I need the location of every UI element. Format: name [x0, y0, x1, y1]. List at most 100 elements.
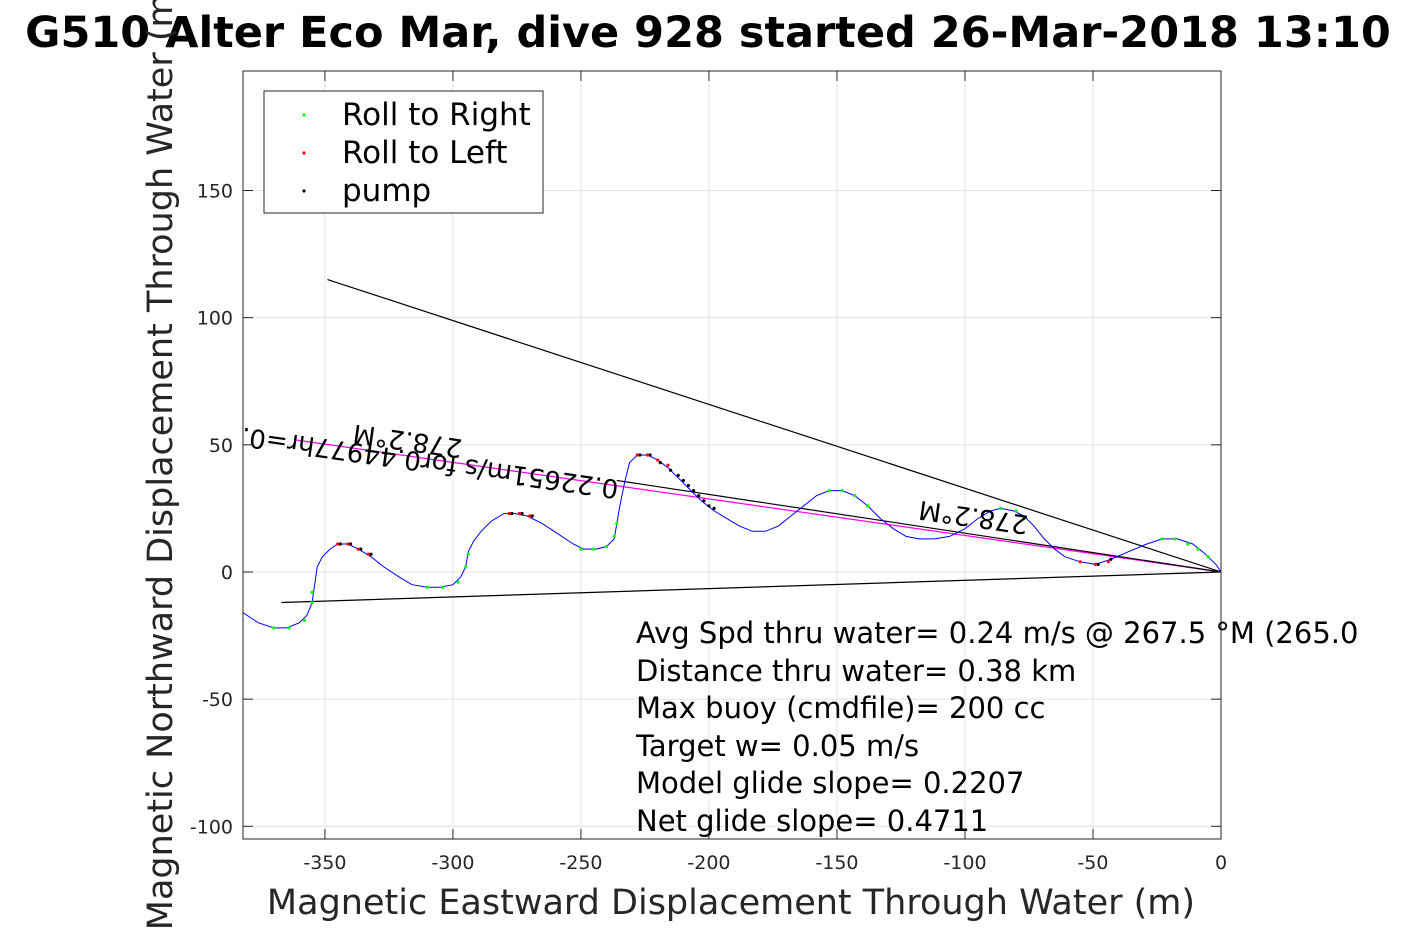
x-tick-label-1: -300 — [431, 852, 474, 874]
line-envelope-upper — [327, 278, 1221, 573]
y-tick-label-1: -50 — [202, 689, 233, 711]
x-tick-label-6: -50 — [1077, 852, 1108, 874]
dive-statistics: Avg Spd thru water= 0.24 m/s @ 267.5 °M … — [635, 616, 1358, 838]
roll-right-point-0 — [272, 626, 276, 630]
roll-right-point-7 — [456, 580, 460, 584]
stat-avg-speed: Avg Spd thru water= 0.24 m/s @ 267.5 °M … — [636, 616, 1358, 650]
roll-right-point-19 — [999, 506, 1003, 511]
roll-left-point-0 — [336, 542, 340, 546]
stat-target-w: Target w= 0.05 m/s — [635, 729, 919, 763]
pump-point-10 — [668, 468, 673, 472]
roll-left-point-10 — [666, 463, 670, 467]
stat-net-glide: Net glide slope= 0.4711 — [636, 804, 988, 838]
roll-left-point-13 — [1106, 560, 1110, 564]
x-axis-label: Magnetic Eastward Displacement Through W… — [267, 883, 1195, 923]
roll-right-point-22 — [1160, 537, 1164, 541]
pump-point-19 — [1096, 562, 1100, 566]
y-tick-label-3: 50 — [209, 435, 233, 457]
legend-label-roll-right: Roll to Right — [342, 97, 531, 133]
stat-distance: Distance thru water= 0.38 km — [636, 654, 1076, 688]
chart-title: G510 Alter Eco Mar, dive 928 started 26-… — [25, 8, 1391, 58]
roll-right-point-18 — [866, 504, 870, 508]
stat-max-buoy: Max buoy (cmdfile)= 200 cc — [636, 691, 1045, 725]
roll-right-point-14 — [615, 522, 619, 526]
roll-left-point-6 — [528, 514, 532, 518]
roll-right-point-24 — [1186, 542, 1190, 546]
roll-left-point-3 — [366, 552, 371, 556]
axes-box — [242, 70, 1222, 840]
legend-marker-roll-right — [302, 113, 306, 117]
roll-right-point-12 — [604, 544, 609, 549]
roll-right-point-11 — [592, 547, 596, 551]
x-tick-label-3: -200 — [687, 852, 730, 874]
pump-point-4 — [510, 511, 514, 516]
roll-right-point-9 — [466, 552, 470, 556]
roll-right-point-17 — [853, 494, 857, 498]
roll-left-point-12 — [1093, 562, 1098, 566]
roll-right-point-23 — [1173, 537, 1177, 541]
pump-point-15 — [697, 494, 701, 498]
roll-left-point-7 — [635, 453, 639, 457]
pump-point-3 — [369, 552, 373, 556]
roll-right-point-4 — [310, 590, 314, 594]
pump-point-2 — [359, 547, 363, 551]
legend: Roll to Right Roll to Left pump — [263, 90, 544, 214]
roll-right-point-1 — [287, 626, 291, 630]
roll-right-point-3 — [310, 600, 314, 605]
roll-right-point-16 — [840, 489, 844, 493]
pump-point-9 — [658, 461, 662, 465]
roll-right-point-26 — [1206, 555, 1210, 559]
x-tick-label-2: -250 — [559, 852, 602, 874]
roll-right-point-15 — [827, 489, 831, 493]
roll-right-point-10 — [579, 547, 583, 551]
y-tick-label-0: -100 — [190, 816, 233, 838]
y-tick-label-4: 100 — [197, 308, 233, 330]
pump-point-8 — [648, 453, 652, 457]
y-tick-label-2: 0 — [221, 562, 233, 584]
pump-point-13 — [686, 483, 691, 488]
y-tick-label-5: 150 — [197, 181, 233, 203]
pump-point-16 — [702, 499, 706, 503]
legend-label-pump: pump — [342, 173, 431, 209]
legend-label-roll-left: Roll to Left — [342, 135, 508, 171]
roll-left-point-1 — [346, 542, 350, 546]
pump-point-6 — [530, 514, 534, 518]
pump-point-14 — [691, 489, 696, 493]
x-tick-label-0: -350 — [303, 852, 346, 874]
pump-point-18 — [712, 506, 716, 511]
roll-left-point-11 — [1078, 560, 1082, 564]
roll-left-point-2 — [356, 547, 360, 551]
line-envelope-lower — [281, 571, 1221, 604]
roll-right-point-8 — [464, 565, 468, 569]
pump-point-12 — [681, 478, 685, 483]
roll-left-point-4 — [507, 511, 511, 516]
pump-point-5 — [520, 511, 524, 516]
x-tick-label-4: -150 — [815, 852, 858, 874]
tick-labels: -350 -300 -250 -200 -150 -100 -50 0 -100 -50 0 50 10… — [190, 181, 1227, 874]
pump-point-20 — [1109, 557, 1113, 561]
roll-right-point-2 — [302, 618, 307, 622]
roll-left-point-5 — [517, 511, 522, 516]
stat-model-glide: Model glide slope= 0.2207 — [636, 766, 1024, 800]
roll-right-point-13 — [612, 534, 616, 538]
roll-left-point-9 — [656, 458, 660, 462]
y-axis-label: Magnetic Northward Displacement Through … — [141, 0, 181, 930]
roll-right-point-5 — [425, 585, 429, 589]
roll-right-point-6 — [441, 585, 445, 589]
line-heading — [294, 439, 1221, 573]
legend-marker-pump — [302, 189, 306, 193]
legend-box — [263, 90, 544, 214]
pump-point-17 — [707, 504, 711, 508]
roll-right-point-25 — [1196, 547, 1200, 551]
ticks — [243, 71, 1222, 839]
x-tick-label-5: -100 — [943, 852, 986, 874]
pump-point-1 — [348, 542, 353, 546]
pump-point-0 — [338, 542, 342, 546]
legend-marker-roll-left — [302, 151, 306, 155]
x-tick-label-7: 0 — [1215, 852, 1227, 874]
roll-right-point-20 — [1014, 509, 1018, 513]
line-net-track — [616, 479, 1221, 573]
roll-right-point-21 — [1022, 516, 1026, 521]
pump-point-11 — [676, 473, 680, 477]
